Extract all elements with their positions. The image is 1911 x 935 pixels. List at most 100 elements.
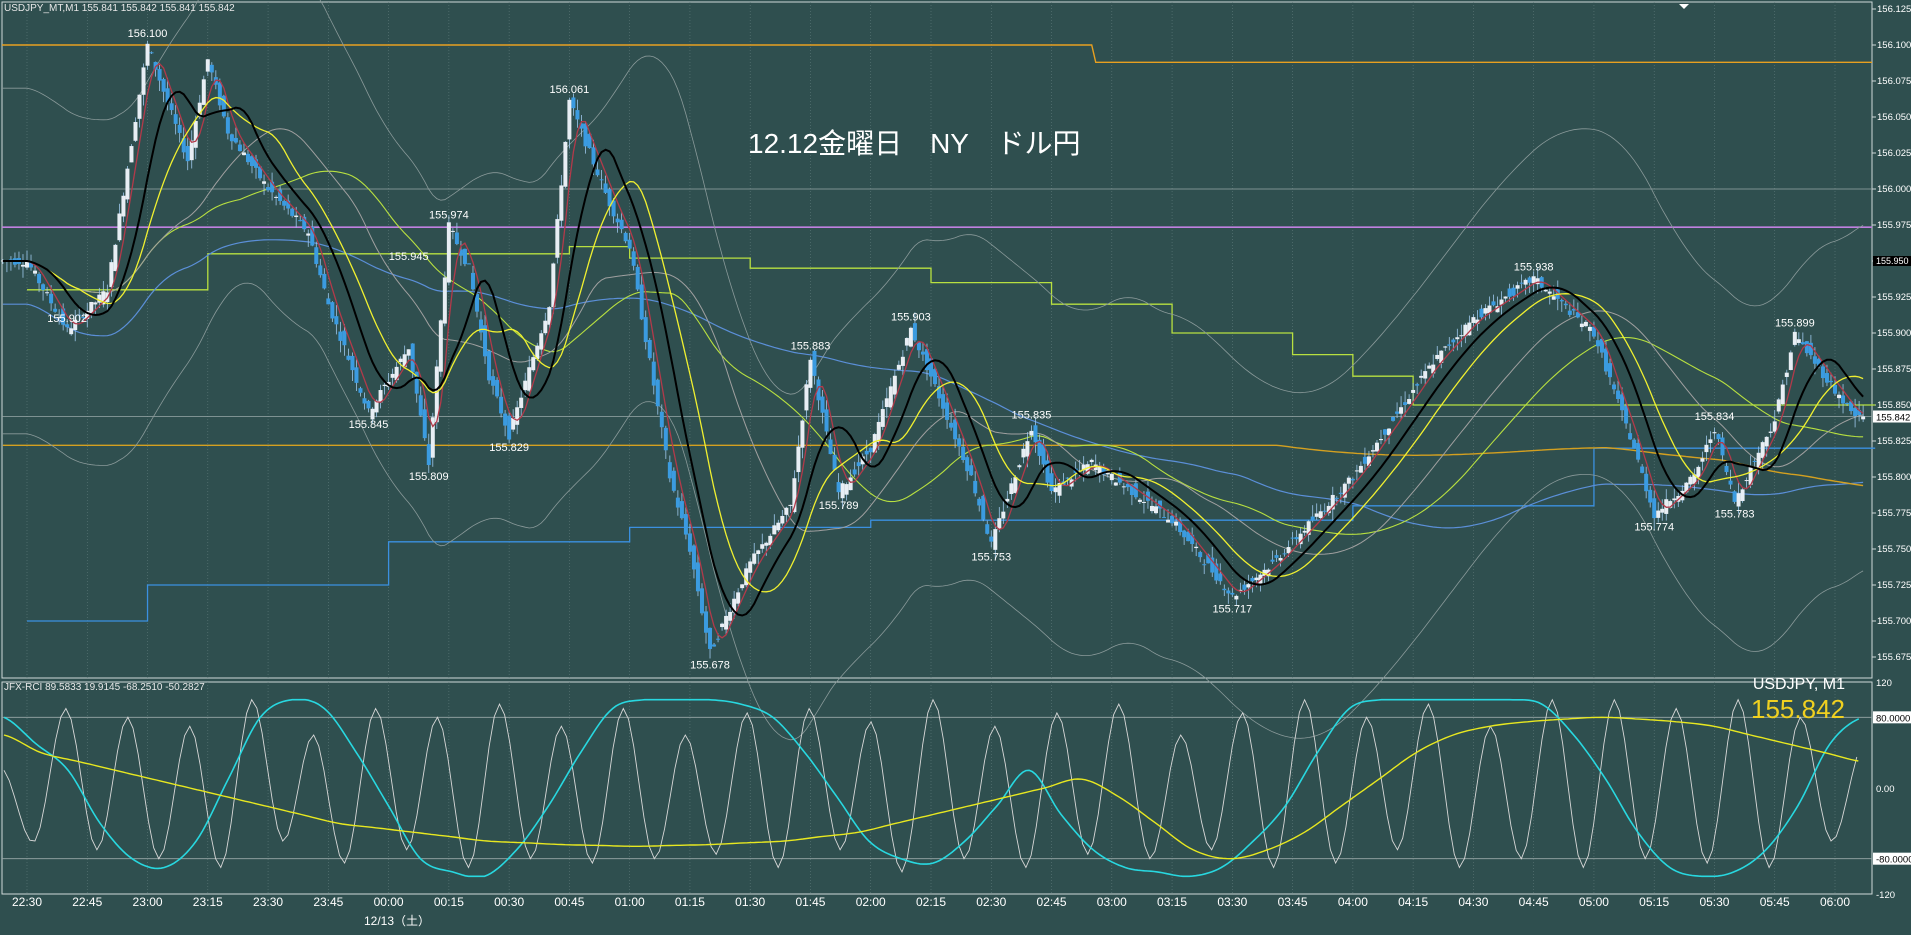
candle-body	[1378, 438, 1383, 441]
candle-body	[1507, 288, 1512, 297]
candle-body	[322, 273, 327, 289]
blue-step-line	[27, 447, 1876, 622]
time-tick-label: 02:45	[1037, 895, 1067, 909]
candle-body	[687, 533, 692, 552]
candle-body	[241, 152, 246, 156]
candle-body	[185, 146, 190, 162]
candle-body	[165, 88, 170, 103]
candle-body	[1837, 394, 1842, 399]
candle-body	[1708, 439, 1713, 443]
candle-body	[659, 411, 664, 428]
candle-body	[398, 358, 403, 363]
candle-body	[824, 409, 829, 432]
candle-body	[1411, 389, 1416, 393]
candle-body	[77, 314, 82, 316]
candle-body	[1652, 498, 1657, 519]
candle-body	[1391, 416, 1396, 421]
candle-body	[1387, 428, 1392, 436]
candle-body	[25, 261, 29, 268]
candle-body	[1563, 303, 1568, 306]
candle-body	[748, 561, 753, 573]
candle-body	[1603, 348, 1608, 372]
price-tick-label: 156.000	[1877, 184, 1911, 195]
candle-body	[89, 301, 94, 314]
candle-body	[342, 330, 347, 346]
candle-body	[1178, 521, 1183, 533]
candle-body	[1463, 324, 1468, 337]
candle-body	[274, 196, 279, 198]
shift-marker-icon[interactable]	[1679, 4, 1689, 9]
time-tick-label: 05:15	[1639, 895, 1669, 909]
time-tick-label: 00:45	[554, 895, 584, 909]
candle-body	[1820, 366, 1825, 379]
last-price-display: 155.842	[1751, 694, 1845, 724]
candle-body	[796, 446, 801, 473]
candle-body	[535, 345, 540, 360]
candle-body	[973, 480, 978, 494]
candle-body	[229, 134, 234, 142]
candle-body	[888, 386, 893, 408]
candle-body	[1816, 358, 1821, 367]
candle-body	[1455, 337, 1460, 340]
candle-body	[438, 320, 443, 372]
candle-body	[1471, 317, 1476, 323]
candle-body	[1121, 486, 1126, 488]
price-annotation: 155.903	[891, 312, 931, 324]
candle-body	[1579, 323, 1584, 328]
candle-body	[844, 484, 849, 495]
candle-body	[1632, 439, 1637, 449]
candle-body	[619, 219, 624, 230]
candle-body	[1399, 407, 1404, 414]
candle-body	[1081, 464, 1086, 471]
candle-body	[249, 156, 254, 167]
candle-body	[1174, 521, 1179, 526]
candle-body	[314, 247, 319, 264]
candle-body	[704, 611, 709, 633]
candle-body	[1644, 473, 1649, 492]
candle-body	[1270, 559, 1275, 562]
candle-body	[655, 379, 660, 407]
candle-body	[1447, 344, 1452, 346]
candle-body	[270, 181, 275, 193]
candle-body	[1439, 350, 1444, 363]
candle-body	[205, 59, 210, 72]
price-annotation: 156.061	[550, 84, 590, 96]
candle-body	[539, 333, 544, 350]
price-annotation: 155.835	[1012, 410, 1052, 422]
price-annotation: 155.753	[971, 552, 1011, 564]
time-tick-label: 06:00	[1820, 895, 1850, 909]
candle-body	[1302, 530, 1307, 533]
candle-body	[776, 522, 781, 531]
candle-body	[1234, 595, 1239, 600]
candle-body	[567, 99, 572, 140]
candle-body	[752, 553, 757, 564]
indicator-label: JFX-RCI 89.5833 19.9145 -68.2510 -50.282…	[4, 682, 205, 693]
candle-body	[840, 483, 845, 499]
date-label: 12/13（土）	[364, 914, 431, 928]
candles	[0, 40, 1866, 659]
candle-body	[728, 611, 733, 621]
candle-body	[209, 64, 214, 73]
price-annotation: 155.783	[1715, 508, 1755, 520]
current-price-tag	[1873, 410, 1911, 423]
candle-body	[563, 141, 568, 187]
candle-body	[470, 272, 475, 290]
price-annotation: 155.945	[389, 251, 429, 263]
candle-body	[1515, 285, 1520, 289]
ema-black-line	[2, 90, 1864, 617]
candle-body	[81, 317, 86, 319]
candle-body	[294, 215, 299, 218]
rci-scale-label: 120	[1876, 678, 1892, 689]
time-tick-label: 05:00	[1579, 895, 1609, 909]
candle-body	[173, 114, 178, 124]
candle-body	[495, 379, 500, 397]
candle-body	[454, 232, 459, 245]
candle-body	[450, 230, 455, 232]
price-tick-label: 155.750	[1877, 544, 1911, 555]
time-tick-label: 00:15	[434, 895, 464, 909]
candle-body	[29, 262, 34, 268]
candle-body	[507, 415, 512, 440]
candle-body	[884, 398, 889, 408]
candle-body	[1350, 478, 1355, 481]
